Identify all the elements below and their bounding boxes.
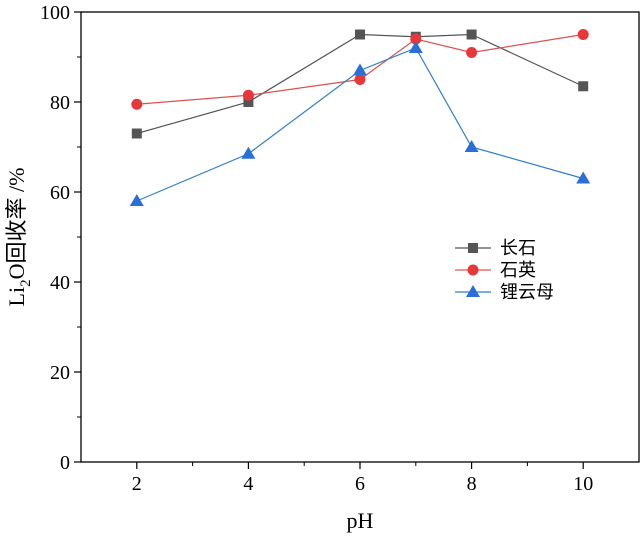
- data-point: [129, 194, 144, 206]
- data-point: [464, 140, 479, 152]
- x-tick-label: 2: [132, 473, 142, 495]
- legend-label: 长石: [500, 238, 536, 259]
- x-tick-label: 10: [573, 473, 593, 495]
- legend-item: 锂云母: [455, 282, 554, 303]
- data-point: [131, 128, 142, 139]
- data-point: [577, 29, 589, 40]
- series-line: [136, 47, 584, 202]
- series-line: [136, 33, 584, 135]
- data-point: [466, 29, 477, 40]
- data-point: [243, 97, 254, 107]
- legend-label: 石英: [500, 260, 536, 281]
- data-point: [353, 63, 367, 76]
- series-group: [129, 29, 591, 206]
- data-point: [576, 171, 591, 184]
- data-point: [131, 98, 143, 110]
- x-tick-label: 4: [243, 473, 253, 495]
- series-triangle: [129, 41, 591, 206]
- y-axis-title-main: Li: [4, 287, 29, 307]
- data-point: [466, 47, 478, 58]
- legend-item: 长石: [455, 238, 536, 259]
- y-tick-label: 80: [50, 92, 70, 114]
- data-point: [354, 74, 366, 85]
- x-tick-label: 8: [467, 473, 477, 495]
- data-point: [241, 146, 256, 159]
- x-axis-title: pH: [347, 508, 374, 533]
- y-tick-label: 20: [50, 362, 70, 384]
- axes: 0 20 40 60 80 100 2 4 6 8 10: [40, 2, 640, 495]
- data-point: [578, 81, 589, 92]
- y-axis-title-subscript: 2: [18, 279, 34, 287]
- y-tick-label: 100: [40, 2, 70, 24]
- data-point: [410, 33, 422, 45]
- y-tick-label: 40: [50, 272, 70, 294]
- y-tick-label: 60: [50, 182, 70, 204]
- y-tick-label: 0: [60, 452, 70, 474]
- y-axis-title-suffix: O回收率 /%: [4, 168, 29, 280]
- legend-marker: [467, 264, 479, 276]
- legend-marker: [468, 243, 478, 253]
- data-point: [242, 89, 254, 101]
- x-tick-label: 6: [355, 473, 365, 495]
- data-point: [408, 41, 423, 53]
- y-axis-title: Li2O回收率 /%: [4, 168, 34, 307]
- data-point: [355, 29, 365, 40]
- legend-item: 石英: [455, 260, 536, 281]
- legend-marker: [466, 285, 480, 297]
- legend-label: 锂云母: [500, 282, 554, 303]
